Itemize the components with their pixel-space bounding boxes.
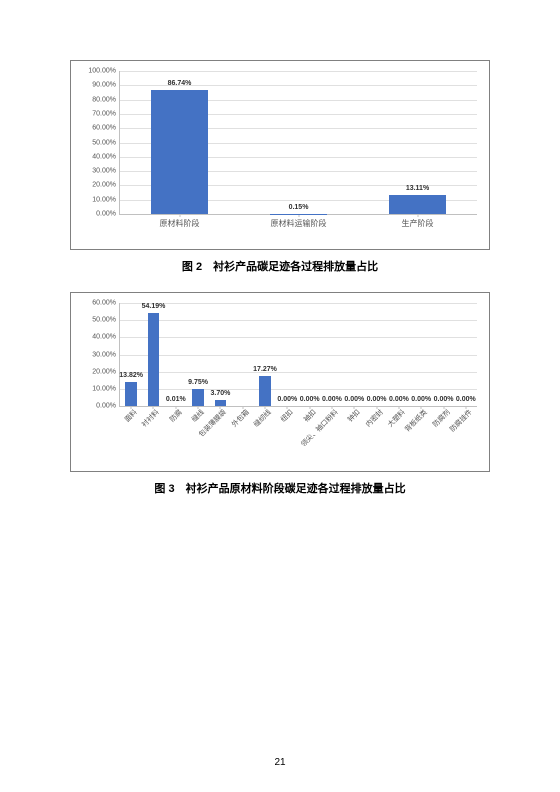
bar <box>389 195 446 214</box>
bar-value-label: 0.00% <box>322 396 342 403</box>
bar-value-label: 0.00% <box>389 396 409 403</box>
bar-value-label: 13.11% <box>406 185 429 192</box>
chart-2-plot: 0.00%10.00%20.00%30.00%40.00%50.00%60.00… <box>119 303 477 407</box>
y-axis-label: 0.00% <box>96 211 120 218</box>
y-axis-label: 0.00% <box>96 403 120 410</box>
bar-value-label: 0.00% <box>434 396 454 403</box>
y-axis-label: 40.00% <box>92 153 120 160</box>
bar-value-label: 0.00% <box>300 396 320 403</box>
x-axis-label: 纽扣 <box>277 406 295 424</box>
y-axis-label: 30.00% <box>92 168 120 175</box>
bar-value-label: 3.70% <box>210 390 230 397</box>
x-axis-label: 衬衬料 <box>139 406 162 429</box>
y-axis-label: 30.00% <box>92 351 120 358</box>
y-axis-label: 70.00% <box>92 110 120 117</box>
bar-value-label: 0.00% <box>344 396 364 403</box>
bar <box>259 376 270 406</box>
x-axis-label: 生产阶段 <box>402 214 434 229</box>
chart-2: 0.00% 10.00% 20.00% 30.00% 40.00% 50.00% 60.00… <box>70 292 490 472</box>
x-axis-label: 面料 <box>121 406 139 424</box>
gridline <box>120 71 477 72</box>
y-axis-label: 80.00% <box>92 96 120 103</box>
y-axis-label: 60.00% <box>92 125 120 132</box>
bar-value-label: 0.00% <box>367 396 387 403</box>
x-axis-label: 防腐 <box>166 406 184 424</box>
gridline <box>120 389 477 390</box>
bar-value-label: 13.82% <box>119 372 143 379</box>
y-axis-label: 50.00% <box>92 139 120 146</box>
page-number: 21 <box>0 757 560 768</box>
bar-value-label: 9.75% <box>188 379 208 386</box>
y-axis-label: 50.00% <box>92 317 120 324</box>
y-axis-label: 10.00% <box>92 196 120 203</box>
gridline <box>120 320 477 321</box>
y-axis-label: 100.00% <box>88 68 120 75</box>
bar-value-label: 54.19% <box>142 303 166 310</box>
x-axis-label: 内密封 <box>362 406 385 429</box>
bar-value-label: 0.00% <box>456 396 476 403</box>
y-axis-label: 60.00% <box>92 300 120 307</box>
bar-value-label: 86.74% <box>168 80 192 87</box>
x-axis-label: 防腐挂件 <box>446 406 474 434</box>
gridline <box>120 337 477 338</box>
chart-1: 0.00% 10.00% 20.00% 30.00% 40.00% 50.00% 60.00… <box>70 60 490 250</box>
bar-value-label: 17.27% <box>253 366 277 373</box>
bar-value-label: 0.00% <box>277 396 297 403</box>
x-axis-label: 缝纫线 <box>250 406 273 429</box>
bar <box>125 382 136 406</box>
y-axis-label: 20.00% <box>92 368 120 375</box>
x-axis-label: 原材料阶段 <box>160 214 200 229</box>
bar <box>148 313 159 406</box>
bar-value-label: 0.01% <box>166 396 186 403</box>
bar <box>215 400 226 406</box>
chart-1-plot: 0.00%10.00%20.00%30.00%40.00%50.00%60.00… <box>119 71 477 215</box>
x-axis-label: 外包箱 <box>228 406 251 429</box>
x-axis-label: 钟扣 <box>344 406 362 424</box>
y-axis-label: 10.00% <box>92 385 120 392</box>
y-axis-label: 90.00% <box>92 82 120 89</box>
bar <box>151 90 208 214</box>
gridline <box>120 372 477 373</box>
x-axis-label: 背板纸类 <box>401 406 429 434</box>
bar-value-label: 0.00% <box>411 396 431 403</box>
y-axis-label: 40.00% <box>92 334 120 341</box>
chart-1-caption: 图 2 衬衫产品碳足迹各过程排放量占比 <box>70 258 490 274</box>
gridline <box>120 355 477 356</box>
x-axis-label: 原材料运输阶段 <box>271 214 327 229</box>
bar <box>192 389 203 406</box>
chart-2-caption: 图 3 衬衫产品原材料阶段碳足迹各过程排放量占比 <box>70 480 490 496</box>
gridline <box>120 303 477 304</box>
y-axis-label: 20.00% <box>92 182 120 189</box>
bar-value-label: 0.15% <box>289 204 309 211</box>
